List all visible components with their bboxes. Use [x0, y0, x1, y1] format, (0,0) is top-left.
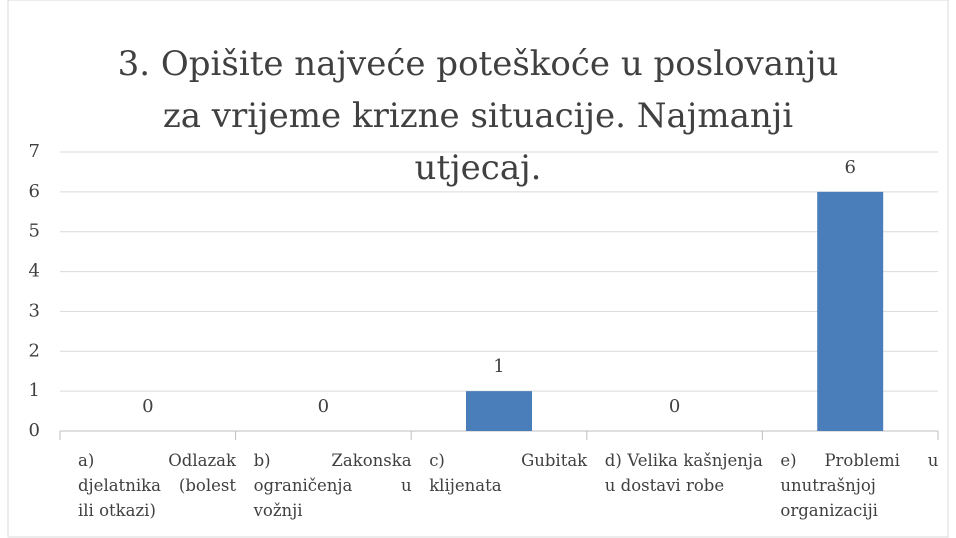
x-tick-label: a) Odlazak djelatnika (bolest ili otkazi…	[78, 451, 236, 520]
x-tick-label: c) Gubitak klijenata	[429, 451, 588, 495]
chart-border	[7, 0, 949, 538]
data-label: 0	[669, 396, 680, 417]
bar	[817, 191, 884, 431]
y-tick-label: 0	[29, 420, 40, 441]
y-tick-label: 6	[29, 181, 40, 202]
y-tick-label: 5	[29, 221, 40, 242]
chart-title: 3. Opišite najveće poteškoće u poslovanj…	[117, 44, 839, 188]
x-tick-label: b) Zakonska ograničenja u vožnji	[253, 451, 412, 520]
y-tick-label: 3	[29, 300, 40, 321]
data-label: 1	[493, 356, 504, 377]
y-tick-label: 7	[29, 141, 40, 162]
x-tick-label: e) Problemi u unutrašnjoj organizaciji	[780, 451, 939, 520]
data-label: 6	[844, 157, 855, 178]
y-tick-label: 1	[29, 380, 40, 401]
y-tick-label: 2	[29, 340, 40, 361]
bar	[466, 391, 532, 431]
data-label: 0	[142, 396, 153, 417]
data-label: 0	[318, 396, 329, 417]
x-tick-label: d) Velika kašnjenja u dostavi robe	[604, 451, 763, 495]
y-tick-label: 4	[29, 261, 40, 282]
